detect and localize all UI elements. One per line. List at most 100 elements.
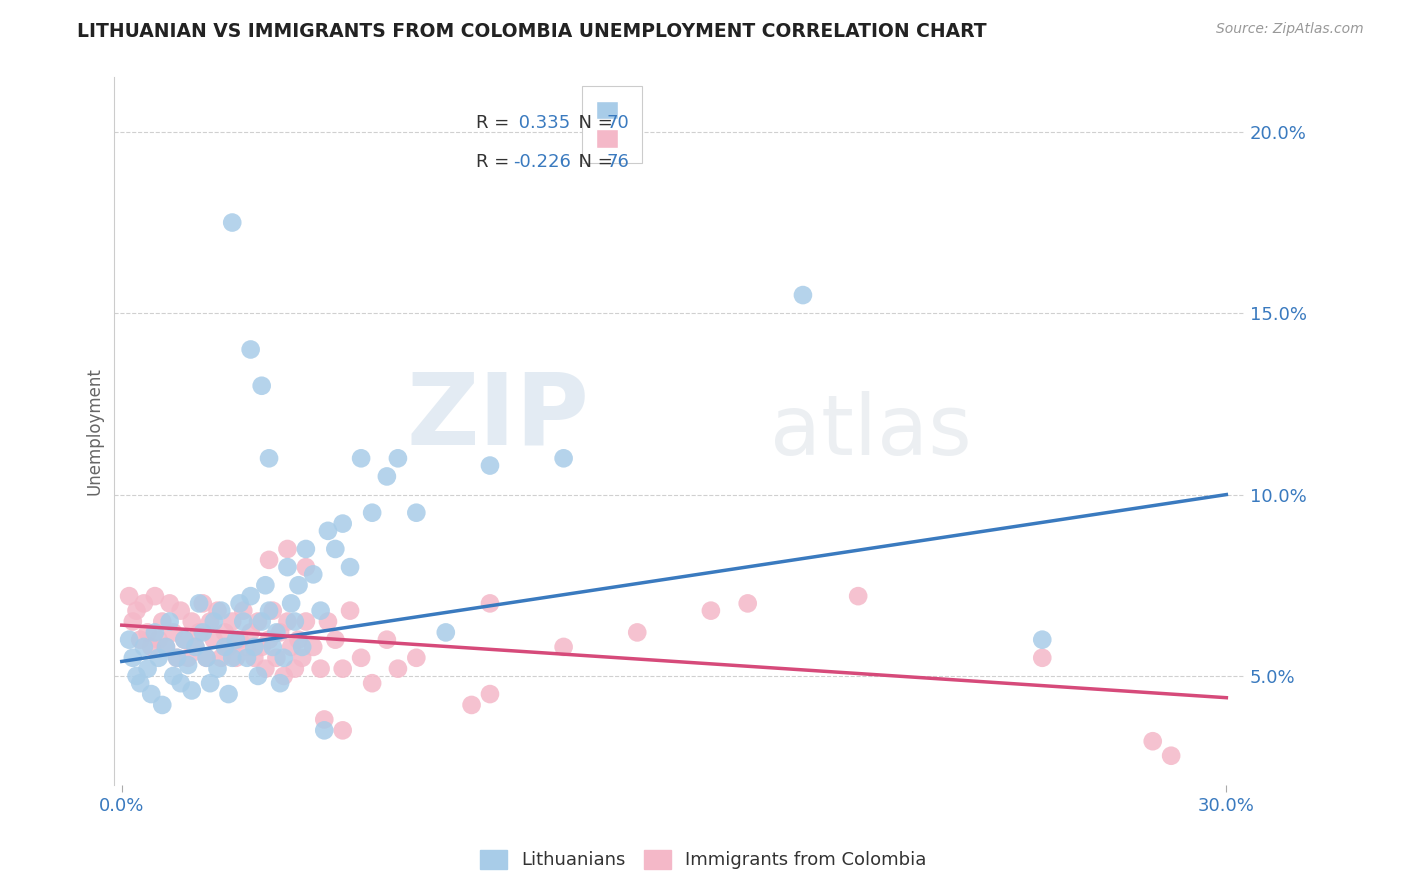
Point [214,625,236,640]
Point [460,698,482,712]
Point [1031,632,1053,647]
Point [375,632,398,647]
Point [177,650,200,665]
Point [276,615,298,629]
Point [121,615,143,629]
Point [136,625,159,640]
Point [361,506,384,520]
Point [188,625,211,640]
Point [375,469,398,483]
Point [125,669,148,683]
Point [254,578,277,592]
Point [434,625,457,640]
Point [287,578,309,592]
Point [162,625,184,640]
Point [221,215,243,229]
Point [202,632,225,647]
Point [228,632,250,647]
Point [250,615,273,629]
Point [121,650,143,665]
Point [332,516,354,531]
Point [295,560,318,574]
Point [184,640,207,654]
Point [209,604,232,618]
Point [236,640,259,654]
Point [737,596,759,610]
Point [553,451,575,466]
Point [478,458,501,473]
Y-axis label: Unemployment: Unemployment [86,368,103,495]
Point [141,687,163,701]
Point [155,640,177,654]
Point [314,723,336,738]
Point [221,615,243,629]
Point [269,676,291,690]
Point [132,640,155,654]
Point [291,640,314,654]
Point [136,662,159,676]
Point [247,669,270,683]
Point [118,589,141,603]
Point [316,524,339,538]
Point [184,640,207,654]
Point [257,451,280,466]
Point [148,632,170,647]
Point [150,615,173,629]
Text: 76: 76 [606,153,628,171]
Text: R =: R = [477,153,515,171]
Point [250,378,273,392]
Point [295,541,318,556]
Point [173,632,195,647]
Point [218,687,240,701]
Point [218,640,240,654]
Point [239,589,262,603]
Legend: , : , [582,87,641,163]
Text: atlas: atlas [770,391,972,472]
Point [166,650,188,665]
Point [276,541,298,556]
Point [387,451,409,466]
Point [846,589,869,603]
Point [166,650,188,665]
Text: Source: ZipAtlas.com: Source: ZipAtlas.com [1216,22,1364,37]
Point [266,650,288,665]
Point [257,632,280,647]
Text: N =: N = [567,114,619,132]
Point [280,596,302,610]
Point [284,662,307,676]
Point [478,687,501,701]
Point [191,625,214,640]
Point [198,676,221,690]
Point [700,604,723,618]
Point [323,632,346,647]
Point [247,615,270,629]
Point [239,625,262,640]
Point [195,650,218,665]
Point [118,632,141,647]
Point [221,650,243,665]
Point [170,604,193,618]
Point [225,650,247,665]
Point [191,596,214,610]
Point [254,662,277,676]
Point [198,615,221,629]
Point [350,451,373,466]
Point [284,615,307,629]
Point [339,604,361,618]
Point [332,662,354,676]
Point [257,553,280,567]
Point [214,640,236,654]
Point [323,541,346,556]
Point [478,596,501,610]
Point [159,596,181,610]
Point [350,650,373,665]
Point [361,676,384,690]
Point [257,604,280,618]
Point [188,596,211,610]
Point [129,676,152,690]
Point [792,288,814,302]
Text: ZIP: ZIP [406,368,589,466]
Point [250,640,273,654]
Point [148,650,170,665]
Point [276,560,298,574]
